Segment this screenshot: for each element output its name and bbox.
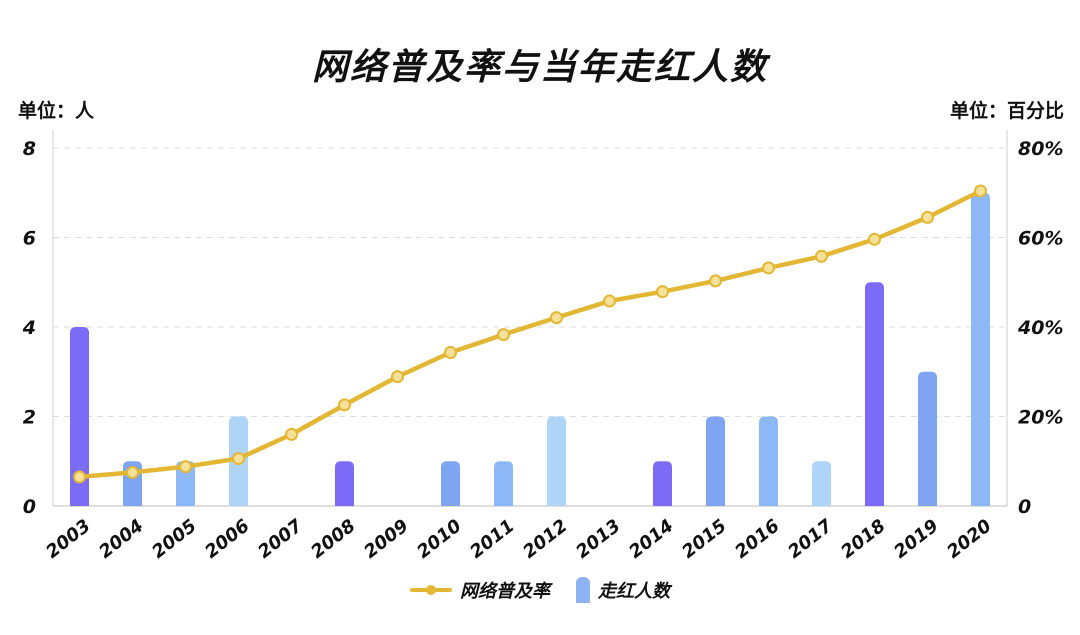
x-tick-label: 2013 [572,515,624,562]
line-point-2009 [391,370,404,384]
line-point-2011 [497,328,510,342]
right-tick-label: 0 [1018,496,1031,518]
line-point-2010 [444,346,457,360]
legend-item-line[interactable]: 网络普及率 [410,577,550,603]
legend-bar-marker [576,577,590,603]
left-axis-unit: 单位：人 [18,100,95,122]
bar-2012 [547,416,566,506]
x-tick-label: 2016 [731,515,783,562]
bar-2005 [176,461,195,506]
x-tick-label: 2014 [625,515,677,562]
right-axis-unit: 单位：百分比 [949,100,1064,122]
left-tick-label: 4 [22,317,36,339]
bar-2020 [971,192,990,506]
x-tick-label: 2005 [148,515,200,562]
x-tick-label: 2018 [837,515,889,562]
line-point-2013 [603,294,616,308]
x-tick-label: 2015 [678,515,730,562]
line-point-2003 [73,470,86,484]
line-point-2004 [126,465,139,479]
x-tick-label: 2003 [42,515,94,562]
chart-title: 网络普及率与当年走红人数 [311,47,768,88]
right-tick-label: 80% [1018,138,1063,160]
chart-legend: 网络普及率 走红人数 [0,577,1080,603]
right-tick-label: 60% [1018,228,1063,250]
line-point-2014 [656,285,669,299]
bar-2008 [335,461,354,506]
right-tick-label: 20% [1018,407,1063,429]
x-tick-label: 2017 [784,515,837,563]
x-tick-label: 2008 [307,515,359,562]
bar-2017 [812,461,831,506]
x-tick-label: 2007 [254,515,307,563]
x-tick-label: 2019 [890,515,942,562]
line-point-2017 [815,249,828,263]
x-tick-label: 2011 [466,515,518,562]
line-point-2005 [179,460,192,474]
bar-2018 [865,282,884,506]
left-tick-label: 6 [23,228,36,250]
bar-2014 [653,461,672,506]
line-point-2018 [868,232,881,246]
bar-2016 [759,416,778,506]
line-point-2015 [709,274,722,288]
penetration-line [77,188,983,480]
line-point-2019 [921,210,934,224]
x-tick-label: 2004 [95,515,147,562]
bar-2015 [706,416,725,506]
legend-item-bar[interactable]: 走红人数 [576,577,670,603]
right-tick-label: 40% [1017,317,1063,339]
x-tick-label: 2010 [413,515,465,562]
line-point-2008 [338,398,351,412]
line-point-2020 [974,184,987,198]
bar-2011 [494,461,513,506]
x-tick-label: 2006 [201,515,253,562]
legend-line-label: 网络普及率 [460,581,550,602]
bar-2010 [441,461,460,506]
left-tick-label: 2 [23,407,36,429]
legend-line-marker [410,585,452,595]
bar-2019 [918,371,937,506]
line-point-2012 [550,311,563,325]
x-tick-label: 2012 [519,515,571,562]
bar-2003 [70,327,89,506]
line-point-2006 [232,452,245,466]
x-tick-label: 2020 [943,515,995,562]
left-tick-label: 0 [23,496,36,518]
x-tick-label: 2009 [360,515,412,562]
legend-bar-label: 走红人数 [598,581,670,602]
left-tick-label: 8 [23,138,36,160]
line-point-2016 [762,261,775,275]
line-point-2007 [285,427,298,441]
